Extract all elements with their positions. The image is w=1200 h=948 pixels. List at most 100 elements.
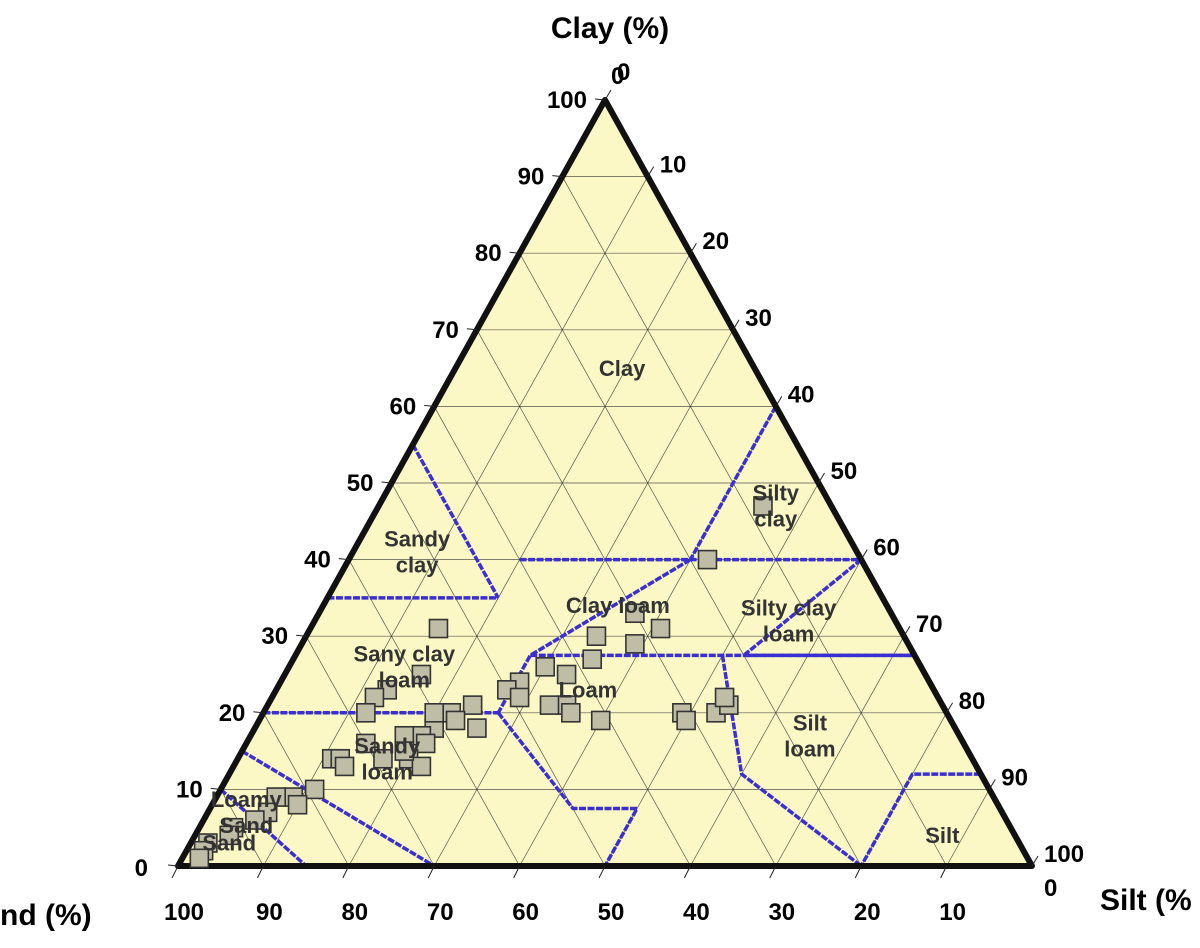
silt-tick-label: 60 xyxy=(873,535,900,562)
silt-tick-label: 70 xyxy=(916,611,943,638)
clay-tick-label: 50 xyxy=(347,470,374,497)
clay-tick-label: 60 xyxy=(389,393,416,420)
sample-point xyxy=(625,603,645,624)
sand-tick-label: 0 xyxy=(1044,875,1057,902)
silt-tick-mark xyxy=(988,779,996,790)
sand-tick-label: 70 xyxy=(427,899,454,926)
sample-point xyxy=(189,848,210,869)
silt-tick-mark xyxy=(818,472,825,484)
sand-tick-label: 80 xyxy=(341,899,368,926)
sand-tick-label: 90 xyxy=(256,899,283,926)
clay-tick-mark xyxy=(167,864,179,867)
sample-point xyxy=(539,695,560,715)
region-label-clay: Clay xyxy=(599,356,646,381)
class-boundary xyxy=(688,405,778,561)
silt-tick-label: 10 xyxy=(660,152,687,179)
sample-point xyxy=(590,710,611,731)
silt-tick-label: 50 xyxy=(831,458,858,485)
sample-point xyxy=(424,702,445,723)
sample-point xyxy=(356,702,376,723)
silt-tick-mark xyxy=(647,166,655,177)
silt-tick-label: 20 xyxy=(702,228,729,255)
clay-tick-label: 90 xyxy=(518,164,545,191)
region-label-silty-clay: Silty clay xyxy=(753,481,800,532)
sample-point xyxy=(556,664,577,685)
sample-point xyxy=(287,794,308,815)
sample-point xyxy=(373,748,393,769)
sample-point xyxy=(334,756,355,777)
sample-point xyxy=(415,733,436,754)
clay-tick-label: 20 xyxy=(219,700,246,727)
clay-tick-mark xyxy=(424,404,435,407)
class-boundary xyxy=(742,558,915,658)
grid-line xyxy=(775,636,905,867)
clay-tick-mark xyxy=(466,328,477,331)
sample-point xyxy=(714,687,735,708)
sample-point xyxy=(245,810,265,830)
silt-tick-mark xyxy=(903,625,911,637)
sample-point xyxy=(561,702,581,723)
region-label-sand: Sand xyxy=(202,831,256,856)
sample-point xyxy=(219,825,240,846)
sand-tick-label: 50 xyxy=(598,899,625,926)
clay-tick-mark xyxy=(338,558,349,561)
sand-tick-label: 60 xyxy=(512,899,539,926)
region-label-loamy-sand: Loamy Sand xyxy=(211,787,283,838)
silt-tick-label: 80 xyxy=(959,688,986,715)
clay-tick-label: 30 xyxy=(261,623,288,650)
clay-tick-label: 0 xyxy=(135,855,148,882)
sand-tick-mark xyxy=(256,865,264,879)
class-boundary xyxy=(241,749,436,868)
sample-point xyxy=(586,626,607,647)
clay-tick-mark xyxy=(253,711,264,714)
sand-tick-mark xyxy=(854,865,862,879)
region-label-sandy-loam: Sandy loam xyxy=(354,733,421,784)
sand-tick-mark xyxy=(342,865,350,879)
sand-tick-mark xyxy=(598,865,606,879)
sand-tick-label: 40 xyxy=(683,899,710,926)
clay-tick-label: 10 xyxy=(176,776,203,803)
silt-tick-label: 90 xyxy=(1001,764,1028,791)
sample-point xyxy=(445,710,466,731)
sand-tick-mark xyxy=(940,865,948,879)
sand-tick-mark xyxy=(171,865,179,879)
silt-tick-label: 0 xyxy=(617,59,630,86)
sample-point xyxy=(582,649,602,669)
silt-tick-label: 40 xyxy=(788,381,815,408)
sample-point xyxy=(462,695,483,715)
sample-point xyxy=(697,549,718,570)
silt-tick-mark xyxy=(689,242,697,254)
region-label-clay-loam: Clay loam xyxy=(566,593,670,618)
silt-tick-mark xyxy=(946,702,954,714)
sand-tick-mark xyxy=(513,865,521,879)
silt-tick-mark xyxy=(732,319,740,331)
clay-tick-mark xyxy=(509,251,520,254)
sample-point xyxy=(535,657,556,677)
sand-axis-title: nd (%) xyxy=(0,899,92,932)
silt-tick-mark xyxy=(1031,855,1039,867)
clay-tick-label: 100 xyxy=(547,87,587,114)
grid-line xyxy=(433,329,734,867)
sample-points xyxy=(189,496,773,869)
texture-class-labels: Clay Sandy clay Silty clay Clay loam Silty cla… xyxy=(202,356,960,856)
sample-point xyxy=(394,741,415,761)
region-label-silt: Silt xyxy=(925,823,960,848)
class-boundary xyxy=(859,772,981,867)
class-boundary xyxy=(411,443,500,599)
sample-point xyxy=(676,710,696,731)
silt-tick-label: 30 xyxy=(745,305,772,332)
clay-tick-label: 40 xyxy=(304,547,331,574)
clay-tick-mark xyxy=(552,175,563,178)
grid-line xyxy=(604,482,819,867)
silt-tick-label: 100 xyxy=(1044,841,1084,868)
sand-tick-label: 20 xyxy=(854,899,881,926)
sample-point xyxy=(650,618,671,639)
sample-point xyxy=(428,618,449,639)
clay-tick-label: 80 xyxy=(475,240,502,267)
sample-point xyxy=(411,756,432,777)
sample-point xyxy=(625,634,645,654)
sand-tick-mark xyxy=(769,865,777,879)
grid-line xyxy=(690,559,862,867)
silt-tick-mark xyxy=(604,89,612,101)
